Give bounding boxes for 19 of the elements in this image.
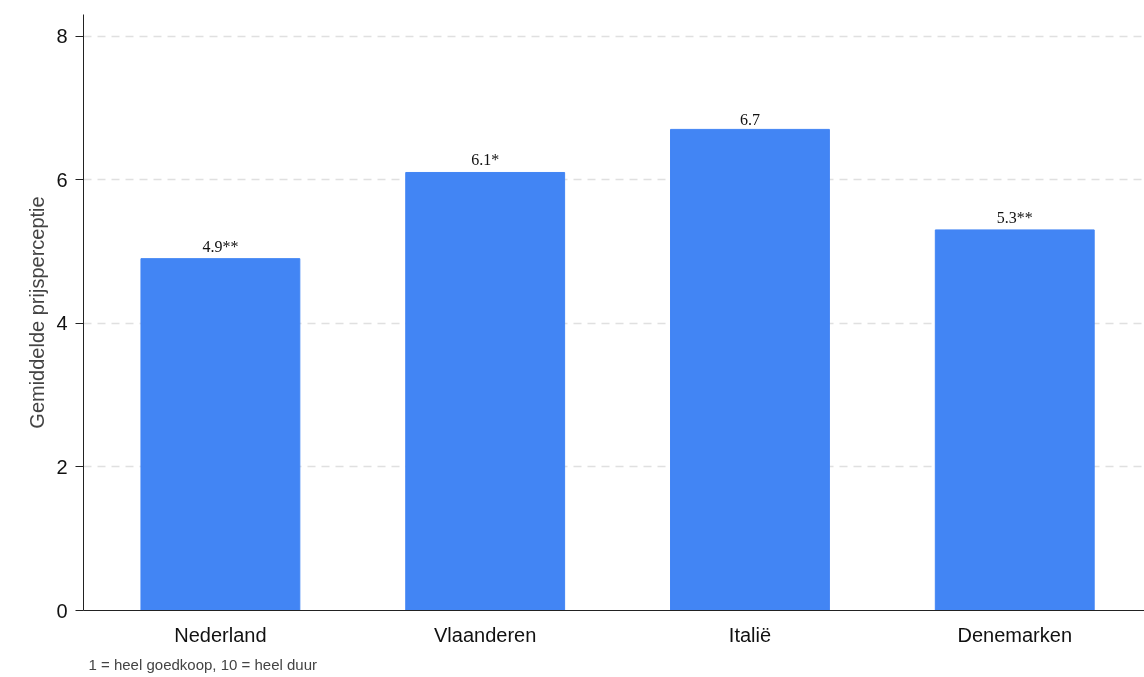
x-tick-label: Vlaanderen	[434, 623, 537, 646]
data-label: 6.7	[739, 111, 760, 129]
text: 1 = heel goedkoop, 10 = heel duur	[88, 655, 318, 673]
bar	[934, 229, 1095, 611]
data-label: 4.9**	[202, 237, 239, 255]
y-tick-label: 6	[56, 168, 68, 191]
y-tick-label: 4	[56, 312, 68, 335]
y-tick-label: 0	[56, 599, 68, 622]
y-tick-label: 2	[56, 455, 68, 478]
x-tick-label: Denemarken	[957, 623, 1073, 646]
bar	[405, 171, 566, 611]
x-tick-label: Italië	[728, 623, 772, 646]
bar	[670, 128, 830, 611]
y-tick-label: 8	[56, 25, 68, 48]
data-label: 5.3**	[996, 208, 1033, 226]
bar	[140, 258, 301, 611]
y-axis-title: Gemiddelde prijsperceptie	[26, 196, 49, 429]
x-tick-label: Nederland	[174, 623, 267, 646]
data-label: 6.1*	[471, 151, 500, 169]
